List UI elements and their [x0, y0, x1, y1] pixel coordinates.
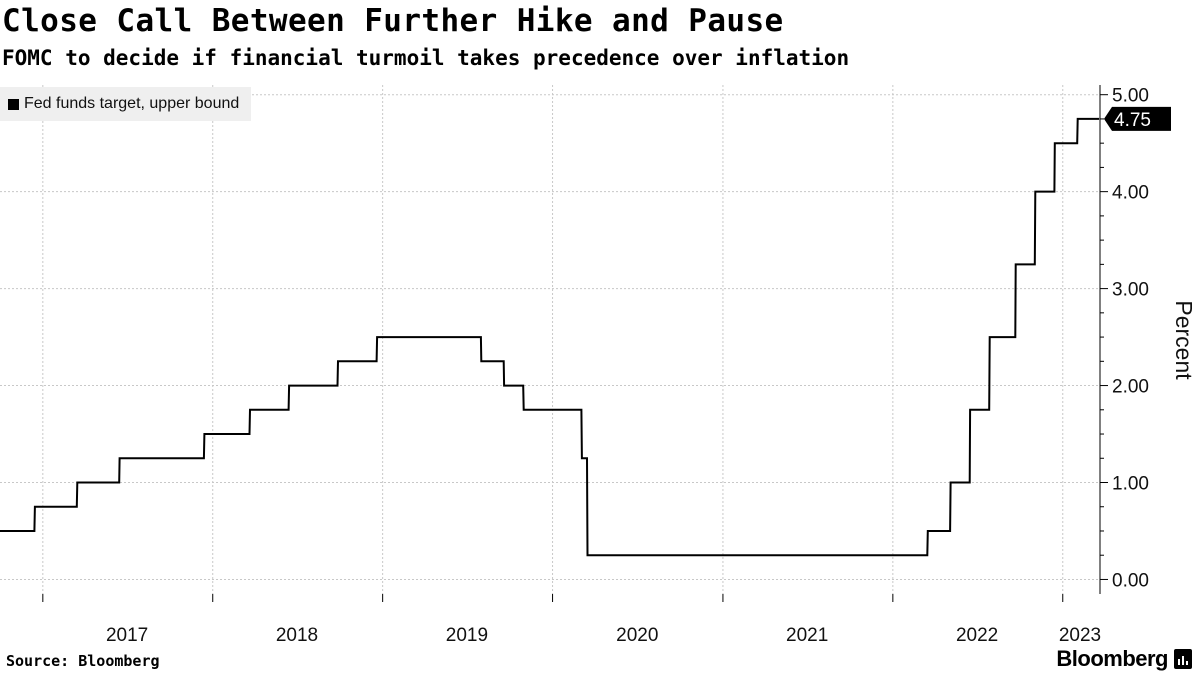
bar-chart-icon — [1174, 649, 1192, 669]
x-tick-label: 2021 — [786, 625, 828, 646]
y-tick-label: 2.00 — [1112, 377, 1149, 398]
brand-name: Bloomberg — [1056, 646, 1168, 671]
last-value-badge — [1104, 106, 1171, 131]
y-tick-label: 3.00 — [1112, 280, 1149, 301]
y-tick-label: 0.00 — [1112, 570, 1149, 591]
tick-labels: 0.00 1.00 2.00 3.00 4.00 5.00 2017 2018 2019 2020… — [106, 86, 1171, 646]
x-tick-label: 2023 — [1059, 625, 1101, 646]
chart-subtitle: FOMC to decide if financial turmoil take… — [2, 46, 850, 70]
legend-label: Fed funds target, upper bound — [24, 95, 240, 112]
legend: Fed funds target, upper bound — [0, 87, 252, 121]
last-value-label: 4.75 — [1104, 106, 1171, 131]
series-layer — [0, 117, 1100, 557]
x-tick-label: 2020 — [616, 625, 658, 646]
legend-swatch — [8, 98, 19, 110]
series-line-fed-funds — [0, 117, 1100, 557]
x-tick-label: 2022 — [956, 625, 998, 646]
brand-logo: Bloomberg — [1056, 646, 1192, 672]
y-tick-label: 5.00 — [1112, 86, 1149, 107]
x-tick-label: 2018 — [276, 625, 318, 646]
grid-lines — [0, 85, 1100, 594]
y-axis-label: Percent — [1171, 300, 1197, 380]
y-tick-label: 1.00 — [1112, 474, 1149, 495]
last-value-text: 4.75 — [1114, 110, 1151, 131]
y-tick-label: 4.00 — [1112, 183, 1149, 204]
axes — [42, 85, 1108, 602]
source-note: Source: Bloomberg — [6, 652, 160, 670]
x-tick-label: 2017 — [106, 625, 148, 646]
x-tick-label: 2019 — [446, 625, 488, 646]
chart-title: Close Call Between Further Hike and Paus… — [2, 3, 784, 39]
